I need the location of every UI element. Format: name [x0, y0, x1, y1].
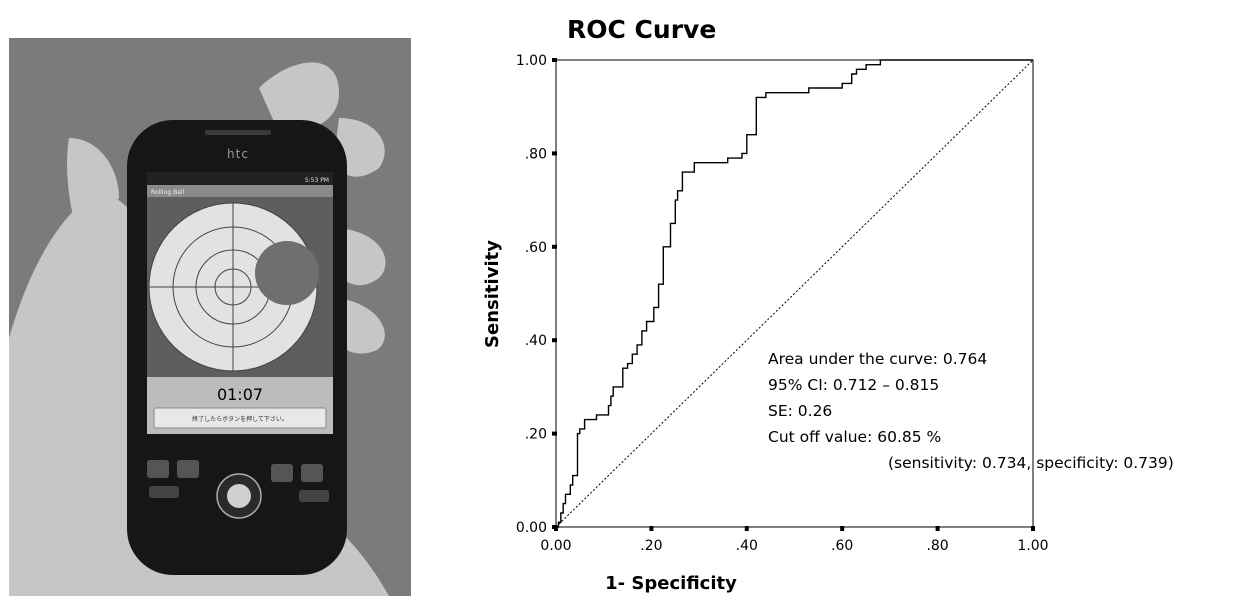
x-tick [649, 526, 654, 531]
y-tick [552, 244, 557, 249]
y-tick-label: .40 [525, 333, 547, 349]
hw-key-right-1[interactable] [271, 464, 293, 482]
x-tick-label: .40 [736, 538, 758, 554]
x-tick [744, 526, 749, 531]
phone-brand: htc [227, 147, 249, 161]
x-tick [1031, 526, 1035, 531]
timer-display: 01:07 [217, 385, 263, 404]
x-tick-label: .20 [640, 538, 662, 554]
status-bar [147, 172, 333, 185]
x-tick-label: 0.00 [540, 538, 571, 554]
finish-button-label: 終了したらボタンを押して下さい。 [192, 415, 288, 423]
y-tick-label: .80 [525, 146, 547, 162]
y-tick [552, 151, 557, 156]
y-tick [552, 525, 557, 529]
hw-end-key[interactable] [299, 490, 329, 502]
phone-photo: htc 5:53 PM Rolling Ball 01:07 終了したらボタンを… [9, 38, 411, 596]
hw-key-right-2[interactable] [301, 464, 323, 482]
annotation-auc: Area under the curve: 0.764 [768, 350, 987, 368]
y-axis-label: Sensitivity [482, 240, 503, 348]
y-tick-label: 1.00 [516, 53, 547, 69]
annotation-cutoff: Cut off value: 60.85 % [768, 428, 941, 446]
x-tick [935, 526, 940, 531]
y-tick-label: 0.00 [516, 520, 547, 536]
hw-key-left-2[interactable] [177, 460, 199, 478]
x-tick [840, 526, 845, 531]
status-time: 5:53 PM [305, 177, 329, 184]
x-tick-label: .80 [926, 538, 948, 554]
y-tick [552, 58, 557, 62]
hw-key-left-1[interactable] [147, 460, 169, 478]
hw-call-key[interactable] [149, 486, 179, 498]
y-tick [552, 338, 557, 343]
annotation-ci: 95% CI: 0.712 – 0.815 [768, 376, 939, 394]
annotation-sens-spec: (sensitivity: 0.734, specificity: 0.739) [888, 454, 1174, 472]
trackball[interactable] [227, 484, 251, 508]
annotation-box: Area under the curve: 0.764 95% CI: 0.71… [768, 350, 1174, 472]
y-tick [552, 431, 557, 436]
reference-diagonal-line [555, 59, 1034, 528]
app-titlebar [147, 185, 333, 197]
x-tick-label: 1.00 [1017, 538, 1048, 554]
x-tick-label: .60 [831, 538, 853, 554]
phone-speaker [205, 130, 271, 135]
plot-frame [555, 59, 1034, 528]
rolling-ball [255, 241, 319, 305]
app-title: Rolling Ball [151, 189, 185, 196]
finish-button[interactable] [153, 407, 327, 429]
annotation-se: SE: 0.26 [768, 402, 832, 420]
x-axis-label: 1- Specificity [605, 573, 737, 594]
roc-curve-line [556, 59, 1033, 528]
plot-area: 0.00 .20 .40 .60 .80 1.00 0.00 .20 .40 .60 .80 1.00 [516, 53, 1049, 554]
y-tick-label: .60 [525, 240, 547, 256]
y-tick-label: .20 [525, 427, 547, 443]
chart-title: ROC Curve [567, 15, 716, 44]
roc-chart: ROC Curve 0.00 .20 .40 .60 .80 1.00 0.00 .20 .40… [482, 15, 1174, 594]
